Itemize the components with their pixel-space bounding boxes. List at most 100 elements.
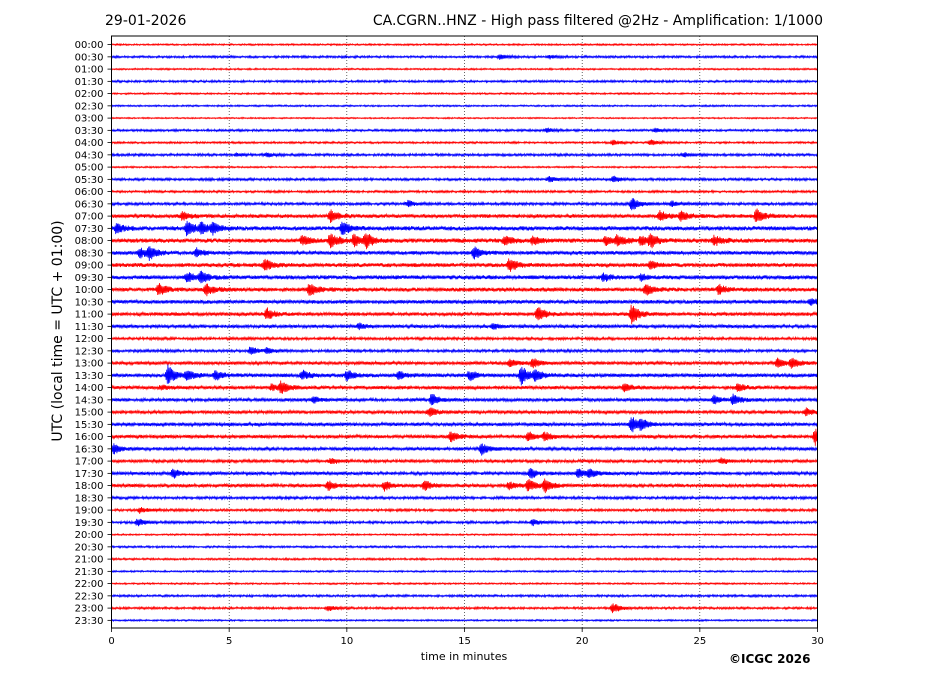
y-tick-label: 11:30 [75, 322, 104, 333]
trace-2300 [111, 603, 819, 614]
x-tick-label: 0 [108, 636, 114, 647]
trace-1400 [111, 380, 819, 394]
y-tick-label: 03:00 [75, 114, 104, 125]
trace-0700 [111, 208, 819, 223]
x-tick-label: 20 [576, 636, 589, 647]
y-tick-label: 17:00 [75, 457, 104, 468]
trace-0300 [111, 116, 819, 120]
y-tick-label: 03:30 [75, 126, 104, 137]
y-tick-label: 06:00 [75, 187, 104, 198]
x-tick-label: 10 [340, 636, 353, 647]
y-tick-label: 18:00 [75, 481, 104, 492]
trace-1330 [111, 364, 819, 386]
trace-1830 [111, 494, 819, 501]
y-tick-label: 04:00 [75, 138, 104, 149]
trace-2330 [111, 618, 819, 623]
y-tick-label: 22:00 [75, 579, 104, 590]
trace-0530 [111, 175, 819, 183]
y-tick-label: 23:30 [75, 616, 104, 627]
y-tick-label: 21:30 [75, 567, 104, 578]
x-tick-label: 30 [811, 636, 824, 647]
trace-0330 [111, 127, 818, 134]
x-tick-label: 15 [458, 636, 471, 647]
trace-0500 [111, 165, 819, 169]
trace-1700 [111, 457, 819, 465]
trace-2130 [111, 569, 819, 574]
chart-date: 29-01-2026 [105, 13, 186, 29]
trace-2200 [111, 581, 819, 586]
x-axis-ticks: 0 5 10 15 20 25 30 [108, 628, 824, 647]
trace-0100 [111, 67, 819, 71]
trace-0730 [111, 220, 819, 237]
y-tick-label: 12:30 [75, 346, 104, 357]
y-tick-label: 01:00 [75, 65, 104, 76]
y-tick-label: 15:00 [75, 408, 104, 419]
trace-1300 [111, 357, 819, 369]
y-tick-label: 00:30 [75, 52, 104, 63]
y-tick-label: 05:00 [75, 163, 104, 174]
y-tick-label: 18:30 [75, 493, 104, 504]
y-tick-label: 13:00 [75, 359, 104, 370]
trace-2000 [111, 532, 819, 537]
x-tick-label: 5 [226, 636, 232, 647]
trace-1230 [111, 346, 819, 355]
trace-2030 [111, 544, 819, 550]
y-tick-label: 07:00 [75, 212, 104, 223]
y-tick-label: 22:30 [75, 591, 104, 602]
y-tick-label: 06:30 [75, 199, 104, 210]
y-tick-label: 13:30 [75, 371, 104, 382]
trace-0900 [111, 258, 819, 272]
trace-1200 [111, 335, 819, 342]
trace-1030 [111, 298, 819, 306]
y-tick-label: 02:00 [75, 89, 104, 100]
y-tick-label: 01:30 [75, 77, 104, 88]
trace-0830 [111, 246, 819, 261]
trace-1000 [111, 283, 819, 297]
trace-0630 [111, 198, 819, 211]
seismic-traces [111, 42, 819, 623]
trace-0800 [111, 233, 819, 250]
trace-0400 [111, 139, 819, 146]
trace-1800 [111, 478, 819, 494]
y-tick-label: 09:00 [75, 261, 104, 272]
y-tick-label: 21:00 [75, 555, 104, 566]
y-tick-label: 05:30 [75, 175, 104, 186]
y-tick-label: 15:30 [75, 420, 104, 431]
y-tick-label: 09:30 [75, 273, 104, 284]
y-tick-label: 08:00 [75, 236, 104, 247]
trace-1600 [111, 428, 819, 446]
y-tick-label: 02:30 [75, 101, 104, 112]
trace-2100 [111, 556, 819, 562]
y-tick-label: 14:30 [75, 395, 104, 406]
trace-1930 [111, 518, 819, 527]
trace-0230 [111, 103, 819, 108]
trace-1900 [111, 506, 819, 514]
y-tick-label: 10:30 [75, 297, 104, 308]
trace-1630 [111, 443, 819, 456]
y-tick-label: 11:00 [75, 310, 104, 321]
copyright-text: ©ICGC 2026 [729, 652, 811, 666]
y-tick-label: 10:00 [75, 285, 104, 296]
y-tick-label: 12:00 [75, 334, 104, 345]
y-tick-label: 14:00 [75, 383, 104, 394]
y-tick-label: 23:00 [75, 604, 104, 615]
y-tick-label: 04:30 [75, 150, 104, 161]
trace-2230 [111, 593, 819, 599]
trace-1430 [111, 393, 819, 406]
trace-1500 [111, 407, 819, 417]
y-tick-label: 07:30 [75, 224, 104, 235]
y-axis-label: UTC (local time = UTC + 01:00) [50, 220, 66, 441]
trace-1530 [111, 417, 819, 433]
trace-1100 [111, 304, 819, 325]
trace-0600 [111, 189, 819, 195]
trace-0030 [111, 53, 819, 60]
x-axis-label: time in minutes [421, 650, 508, 663]
y-tick-label: 20:30 [75, 542, 104, 553]
y-tick-label: 19:30 [75, 518, 104, 529]
trace-0430 [111, 151, 819, 158]
plot-area [111, 36, 818, 628]
x-tick-label: 25 [693, 636, 706, 647]
chart-title: CA.CGRN..HNZ - High pass filtered @2Hz -… [373, 13, 823, 29]
trace-0930 [111, 270, 819, 284]
